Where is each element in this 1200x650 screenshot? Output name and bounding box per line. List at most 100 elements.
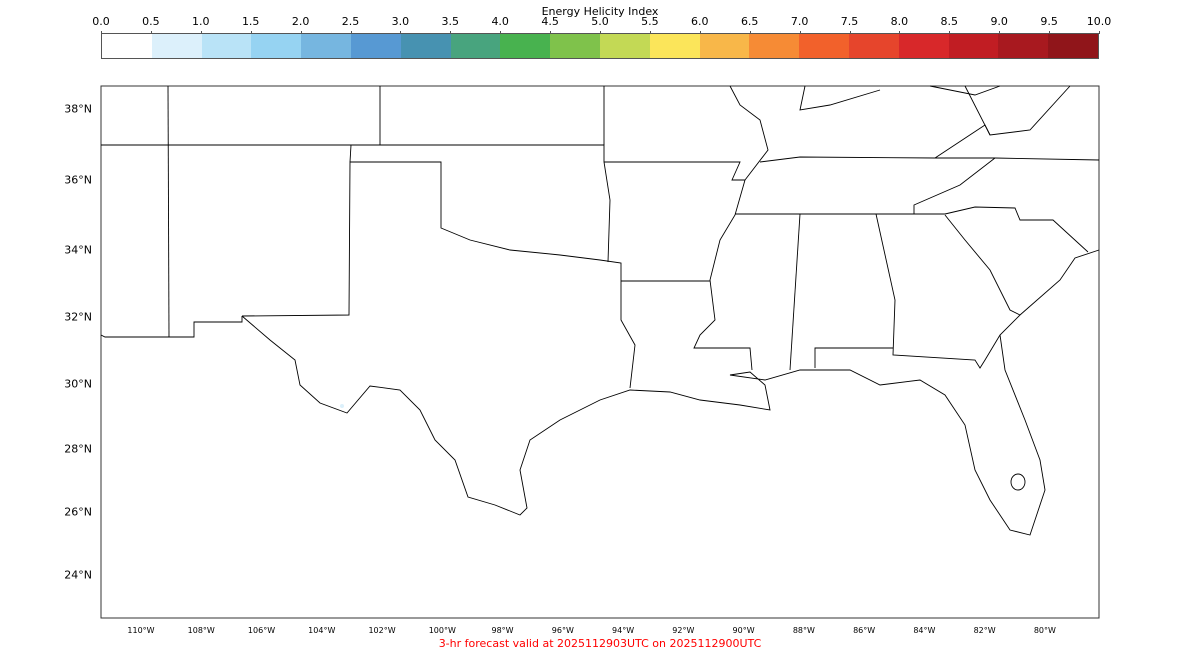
colorbar-title: Energy Helicity Index <box>541 5 659 18</box>
colorbar-tick-label: 10.0 <box>1086 15 1112 28</box>
colorbar-tick-label: 2.0 <box>291 15 310 28</box>
georgia-south-carolina-border <box>944 214 1021 316</box>
colorbar-tick <box>799 31 801 34</box>
latitude-label: 34°N <box>64 243 92 257</box>
colorbar-tick <box>150 31 152 34</box>
mississippi-river <box>729 85 769 181</box>
longitude-label: 104°W <box>308 626 336 635</box>
colorbar-segment <box>400 34 451 58</box>
colorbar-segment <box>799 34 849 58</box>
longitude-label: 96°W <box>551 626 574 635</box>
colorbar-segment <box>251 34 302 58</box>
colorbar-tick <box>699 31 701 34</box>
colorbar-segment <box>998 34 1049 58</box>
longitude-label: 106°W <box>247 626 276 635</box>
colorbar-tick-label: 7.5 <box>840 15 859 28</box>
west-virginia-border <box>964 85 1071 136</box>
colorbar-tick-label: 6.5 <box>740 15 759 28</box>
latitude-label: 26°N <box>64 505 92 519</box>
colorbar-tick-label: 9.0 <box>990 15 1008 28</box>
virginia-kentucky-border <box>934 124 991 159</box>
ohio-river <box>799 85 881 111</box>
mississippi-alabama-border <box>789 213 801 371</box>
colorbar-tick-label: 7.0 <box>790 15 809 28</box>
florida-alabama-border <box>814 347 893 368</box>
colorbar-tick-label: 8.5 <box>940 15 959 28</box>
colorbar-tick <box>300 31 302 34</box>
latitude-label: 32°N <box>64 310 92 324</box>
colorbar-tick <box>550 31 552 34</box>
colorbar-tick-label: 4.0 <box>491 15 509 28</box>
colorbar-tick-label: 8.0 <box>890 15 909 28</box>
colorbar <box>101 33 1099 59</box>
mississippi-river-south <box>693 179 753 371</box>
oklahoma-border <box>349 144 352 163</box>
colorbar-segment <box>848 34 899 58</box>
colorbar-segment <box>550 34 600 58</box>
colorbar-tick-label: 3.5 <box>441 15 460 28</box>
colorbar-segment <box>450 34 501 58</box>
latitude-label: 36°N <box>64 173 92 187</box>
colorbar-tick-label: 1.0 <box>192 15 210 28</box>
colorbar-tick-label: 5.0 <box>591 15 609 28</box>
alabama-georgia-border <box>875 213 1001 369</box>
longitude-label: 94°W <box>612 626 635 635</box>
longitude-label: 92°W <box>672 626 695 635</box>
longitude-label: 98°W <box>491 626 514 635</box>
colorbar-tick-label: 0.0 <box>92 15 110 28</box>
colorbar-segment <box>898 34 949 58</box>
colorbar-segment <box>500 34 551 58</box>
longitude-label: 90°W <box>732 626 755 635</box>
longitude-label: 108°W <box>187 626 215 635</box>
colorbar-tick-label: 9.5 <box>1040 15 1058 28</box>
colorbar-segment <box>151 34 202 58</box>
colorbar-tick <box>649 31 651 34</box>
colorbar-tick <box>250 31 252 34</box>
longitude-label: 88°W <box>792 626 815 635</box>
latitude-label: 28°N <box>64 442 92 456</box>
longitude-label: 110°W <box>127 626 155 635</box>
colorbar-tick-label: 4.5 <box>541 15 559 28</box>
latitude-label: 30°N <box>64 377 92 391</box>
colorbar-segment <box>948 34 999 58</box>
longitude-label: 80°W <box>1033 626 1056 635</box>
colorbar-tick <box>500 31 502 34</box>
colorbar-tick <box>1099 31 1100 34</box>
longitude-label: 86°W <box>853 626 876 635</box>
latitude-label: 24°N <box>64 568 92 582</box>
map-frame <box>100 85 1100 619</box>
colorbar-segment <box>201 34 252 58</box>
colorbar-tick <box>899 31 901 34</box>
colorbar-segment <box>749 34 800 58</box>
colorbar-tick <box>849 31 851 34</box>
colorbar-tick-label: 2.5 <box>341 15 360 28</box>
colorbar-segment <box>102 34 152 58</box>
colorbar-tick <box>999 31 1001 34</box>
colorbar-tick <box>400 31 402 34</box>
colorbar-tick <box>101 31 102 34</box>
gulf-coastline <box>241 249 1100 536</box>
state-borders <box>100 85 1100 536</box>
newmexico-south-border <box>100 316 243 338</box>
colorbar-tick-label: 6.0 <box>691 15 709 28</box>
arizona-newmexico-border <box>167 85 170 338</box>
colorbar-tick-label: 0.5 <box>142 15 160 28</box>
forecast-valid-text: 3-hr forecast valid at 2025112903UTC on … <box>438 637 762 650</box>
colorbar-tick <box>600 31 601 34</box>
colorbar-segment <box>301 34 351 58</box>
longitude-label: 100°W <box>428 626 456 635</box>
north-carolina-border <box>913 157 996 214</box>
colorbar-segment <box>599 34 650 58</box>
colorbar-segment <box>699 34 750 58</box>
kentucky-border <box>929 85 1001 96</box>
latitude-label: 38°N <box>64 102 92 116</box>
longitude-label: 102°W <box>368 626 396 635</box>
lake-okeechobee <box>1010 473 1026 491</box>
colorbar-segment <box>1048 34 1098 58</box>
colorbar-tick <box>949 31 951 34</box>
colorbar-segment <box>649 34 700 58</box>
longitude-label: 84°W <box>913 626 936 635</box>
colorbar-tick <box>350 31 352 34</box>
longitude-label: 82°W <box>973 626 996 635</box>
